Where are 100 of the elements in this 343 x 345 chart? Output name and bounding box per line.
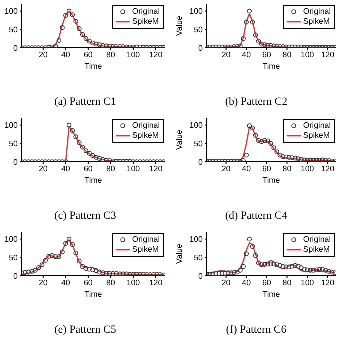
x-tick-label: 120 (149, 50, 164, 60)
y-tick-label: 100 (4, 7, 19, 16)
point (94, 268, 99, 274)
point (320, 267, 326, 272)
point (299, 157, 304, 162)
point (244, 20, 250, 25)
y-axis-title: Value (174, 16, 184, 36)
point (262, 42, 268, 48)
point (266, 262, 270, 267)
y-tick-label: 0 (14, 272, 19, 281)
legend-label: Original (303, 235, 331, 245)
point (296, 264, 301, 269)
x-axis-title: Time (84, 176, 103, 185)
point (262, 138, 268, 144)
x-tick-label: 20 (38, 278, 48, 288)
point (268, 262, 274, 267)
x-axis-title: Time (262, 176, 281, 185)
y-tick-label: 0 (14, 158, 19, 167)
x-axis-title: Time (84, 290, 103, 299)
x-tick-label: 20 (222, 50, 232, 60)
point (141, 272, 146, 276)
point (272, 146, 276, 150)
point (64, 241, 68, 246)
x-tick-label: 100 (300, 164, 315, 174)
point (220, 271, 225, 276)
point (66, 122, 72, 128)
legend-label: SpikeM (303, 17, 330, 27)
point (241, 36, 246, 42)
point (80, 264, 86, 270)
point (114, 271, 119, 276)
y-tick-label: 100 (190, 121, 204, 130)
point (110, 44, 116, 48)
x-tick-label: 80 (106, 50, 116, 60)
point (90, 40, 96, 46)
point (305, 158, 310, 162)
point (305, 268, 310, 273)
point (290, 264, 295, 269)
point (107, 271, 112, 276)
point (53, 44, 58, 48)
x-tick-label: 80 (282, 278, 292, 288)
point (284, 264, 289, 270)
y-tick-label: 100 (190, 7, 204, 16)
point (22, 270, 28, 276)
point (138, 272, 143, 276)
point (64, 13, 68, 18)
point (247, 8, 252, 14)
point (77, 258, 82, 264)
point (228, 270, 234, 276)
point (256, 138, 262, 144)
point (100, 43, 106, 48)
point (74, 134, 78, 140)
point (250, 126, 256, 131)
point (302, 158, 307, 162)
point (235, 270, 240, 275)
point (216, 271, 222, 276)
point (250, 20, 256, 25)
point (299, 266, 304, 270)
x-tick-label: 60 (84, 278, 94, 288)
x-tick-label: 100 (300, 278, 315, 288)
x-tick-label: 100 (126, 50, 141, 60)
x-axis-title: Time (84, 62, 103, 71)
point (120, 272, 126, 276)
text: (b) Pattern C2 (224, 96, 289, 108)
point (60, 250, 65, 255)
point (272, 44, 276, 48)
point (107, 44, 112, 48)
x-tick-label: 20 (38, 164, 48, 174)
point (222, 271, 228, 276)
point (134, 272, 140, 276)
point (118, 44, 122, 48)
legend-label: Original (132, 121, 160, 131)
point (323, 158, 328, 162)
x-tick-label: 20 (38, 50, 48, 60)
x-tick-label: 40 (61, 278, 71, 288)
point (317, 267, 322, 272)
x-tick-label: 40 (61, 164, 71, 174)
point (274, 150, 280, 154)
point (274, 262, 280, 268)
x-tick-label: 80 (282, 164, 292, 174)
point (323, 268, 328, 273)
point (302, 267, 307, 272)
x-axis-title: Time (262, 62, 281, 71)
point (320, 158, 326, 162)
point (284, 154, 289, 160)
x-tick-label: 100 (300, 50, 315, 60)
point (259, 42, 264, 47)
point (110, 271, 116, 276)
text: (f) Pattern C6 (225, 324, 288, 336)
y-tick-label: 0 (14, 44, 19, 53)
text: (a) Pattern C1 (54, 96, 118, 108)
y-axis-title: Value (174, 130, 184, 150)
point (43, 258, 48, 263)
x-tick-label: 120 (321, 278, 336, 288)
y-tick-label: 50 (194, 26, 204, 35)
x-tick-label: 40 (242, 278, 252, 288)
y-tick-label: 50 (9, 140, 19, 149)
legend-label: Original (132, 7, 160, 17)
y-tick-label: 50 (9, 26, 19, 35)
x-tick-label: 40 (61, 50, 71, 60)
point (56, 38, 62, 44)
